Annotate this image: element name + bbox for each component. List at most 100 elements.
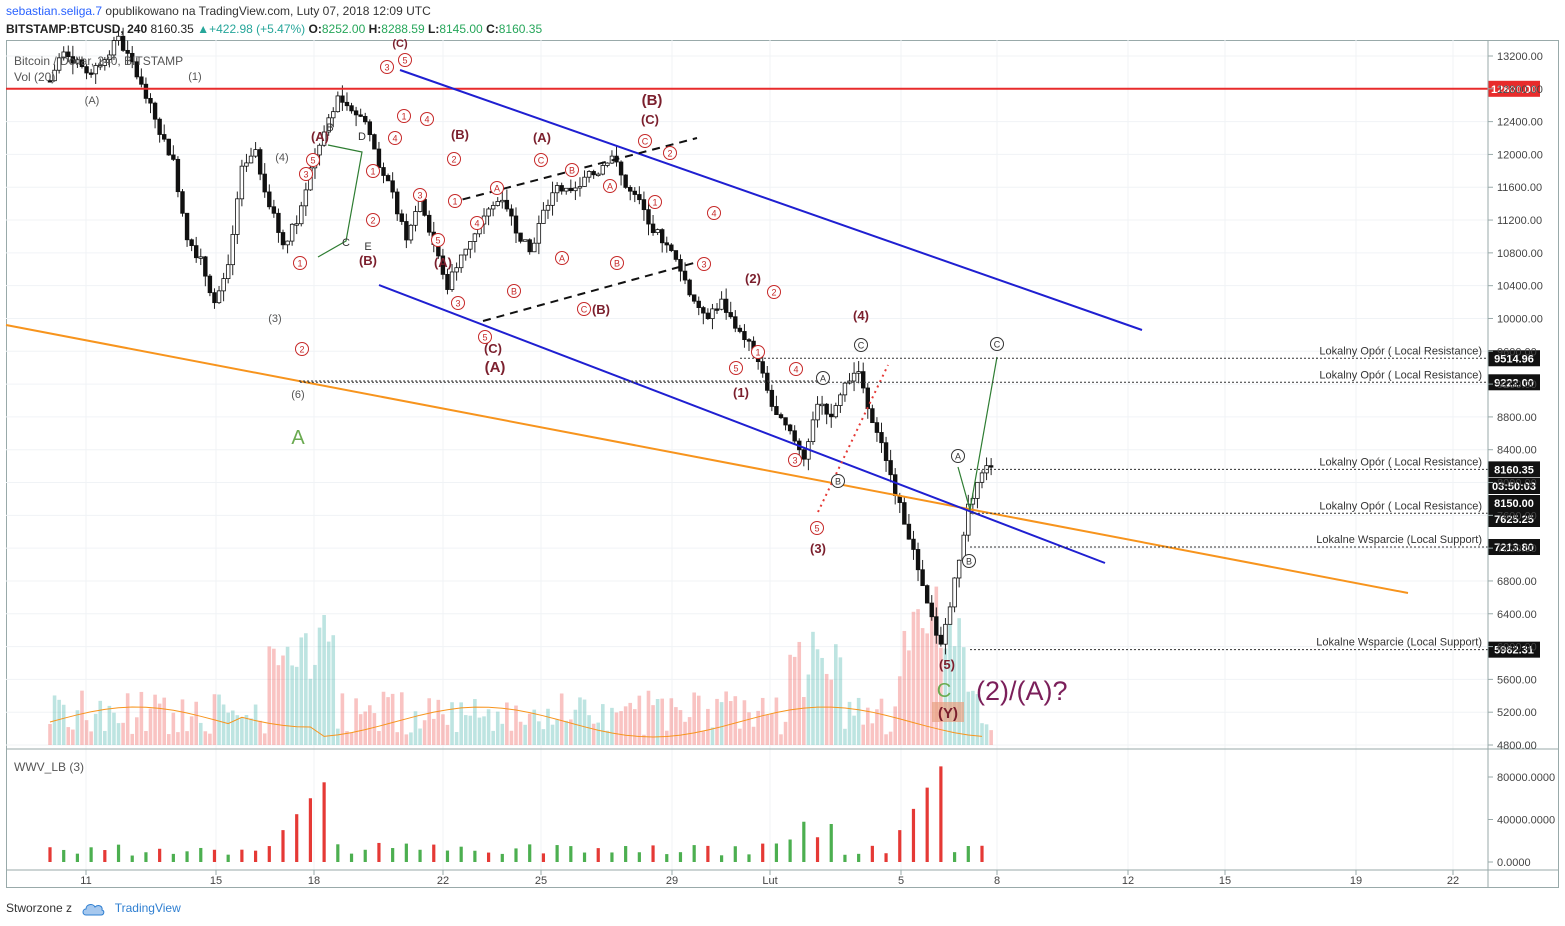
candle-body xyxy=(207,275,213,294)
oscillator-bar xyxy=(171,853,175,862)
volume-bar xyxy=(578,697,582,745)
volume-bar xyxy=(751,726,756,745)
candle-body xyxy=(116,35,121,41)
oscillator-bar xyxy=(445,850,450,862)
volume-bar xyxy=(194,701,198,745)
volume-bar xyxy=(217,694,221,745)
oscillator-bar xyxy=(62,849,66,862)
wave-circle-label: A xyxy=(607,182,613,192)
author-link[interactable]: sebastian.seliga.7 xyxy=(6,4,103,18)
candle-body xyxy=(883,442,889,461)
candle-body xyxy=(303,189,309,207)
oscillator-bar xyxy=(267,846,271,862)
wave-circle-label: 5 xyxy=(733,364,738,374)
wave-circle-label: 1 xyxy=(452,197,457,207)
oscillator-bar xyxy=(774,843,779,862)
volume-bar xyxy=(902,630,907,745)
candle-body xyxy=(778,414,784,419)
oscillator-bar xyxy=(884,853,888,862)
candle-body xyxy=(468,241,473,250)
x-tick-label: 11 xyxy=(80,875,91,887)
volume-bar xyxy=(523,724,527,745)
wave-circle-label: 1 xyxy=(370,167,375,177)
candle-body xyxy=(276,212,281,233)
candle-body xyxy=(157,118,162,135)
wave-circle xyxy=(397,109,411,123)
x-tick-label: 22 xyxy=(1447,875,1459,887)
volume-bar xyxy=(125,693,130,745)
candle-body xyxy=(573,187,578,192)
volume-bar xyxy=(783,721,788,745)
y-tick-label: 7200.00 xyxy=(1497,543,1537,555)
oscillator-bar xyxy=(610,852,614,862)
symbol[interactable]: BITSTAMP:BTCUSD, 240 xyxy=(6,22,148,36)
volume-bar xyxy=(820,657,824,745)
created-with: Stworzone z xyxy=(6,901,73,915)
volume-bar xyxy=(943,648,948,745)
volume-bar xyxy=(724,691,728,745)
volume-bar xyxy=(815,649,820,745)
level-label: Lokalny Opór ( Local Resistance) xyxy=(1319,369,1482,381)
candle-body xyxy=(728,312,733,318)
wave-circle xyxy=(648,195,662,209)
candle-body xyxy=(166,138,171,156)
wave-circle-label: 1 xyxy=(297,259,302,269)
volume-bar xyxy=(569,719,573,745)
wave-circle xyxy=(577,302,591,316)
volume-bar xyxy=(939,647,943,745)
volume-bar xyxy=(473,699,477,745)
candle-body xyxy=(381,167,386,176)
wave-circle-label: 5 xyxy=(482,333,487,343)
oscillator-bar xyxy=(226,854,230,862)
candle-body xyxy=(952,577,957,608)
volume-bar xyxy=(331,635,336,745)
wave-circle xyxy=(470,216,484,230)
volume-bar xyxy=(875,709,879,745)
oscillator-bar xyxy=(802,821,806,862)
volume-bar xyxy=(89,731,93,745)
volume-bar xyxy=(116,723,121,745)
volume-bar xyxy=(368,705,372,745)
candle-body xyxy=(655,229,660,234)
oscillator-bar xyxy=(569,846,573,862)
wave-label-C: C xyxy=(937,680,951,702)
candle-body xyxy=(47,80,53,83)
candle-body xyxy=(79,59,85,68)
price-tag-label: 9514.96 xyxy=(1494,353,1534,365)
wave-circle xyxy=(831,474,845,488)
candle-body xyxy=(193,245,199,259)
wave-circle-label: B xyxy=(569,166,575,176)
candle-body xyxy=(445,274,450,290)
volume-bar xyxy=(308,678,313,745)
candle-body xyxy=(659,229,665,244)
oscillator-bar xyxy=(980,845,984,862)
candle-body xyxy=(564,187,569,192)
wave-circle-label: 4 xyxy=(793,365,798,375)
volume-bar xyxy=(920,628,925,745)
close-value: 8160.35 xyxy=(498,22,543,36)
volume-bar xyxy=(514,705,518,745)
volume-bar xyxy=(642,734,646,745)
volume-bar xyxy=(614,712,619,745)
volume-bar xyxy=(582,699,587,745)
candle-body xyxy=(120,35,126,51)
x-tick-label: 15 xyxy=(210,875,222,887)
volume-bar xyxy=(495,711,500,745)
volume-bar xyxy=(148,708,153,745)
price-tag xyxy=(1488,350,1540,367)
candle-body xyxy=(486,208,491,217)
y-tick-label: 11600.00 xyxy=(1497,182,1542,194)
tradingview-link[interactable]: TradingView xyxy=(114,901,181,915)
candle-body xyxy=(385,175,391,182)
volume-bar xyxy=(441,714,445,745)
candle-body xyxy=(326,117,331,133)
osc-tick-label: 0.0000 xyxy=(1497,857,1531,869)
wave-circle-label: 5 xyxy=(310,156,315,166)
volume-bar xyxy=(189,716,194,745)
volume-bar xyxy=(884,734,888,745)
volume-bar xyxy=(66,727,71,745)
volume-bar xyxy=(226,712,230,745)
candle-body xyxy=(399,213,404,222)
wave-label: D xyxy=(358,131,366,143)
